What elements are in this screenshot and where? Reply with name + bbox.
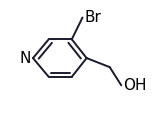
Text: Br: Br	[84, 10, 101, 25]
Text: N: N	[20, 51, 31, 66]
Text: OH: OH	[123, 78, 146, 93]
